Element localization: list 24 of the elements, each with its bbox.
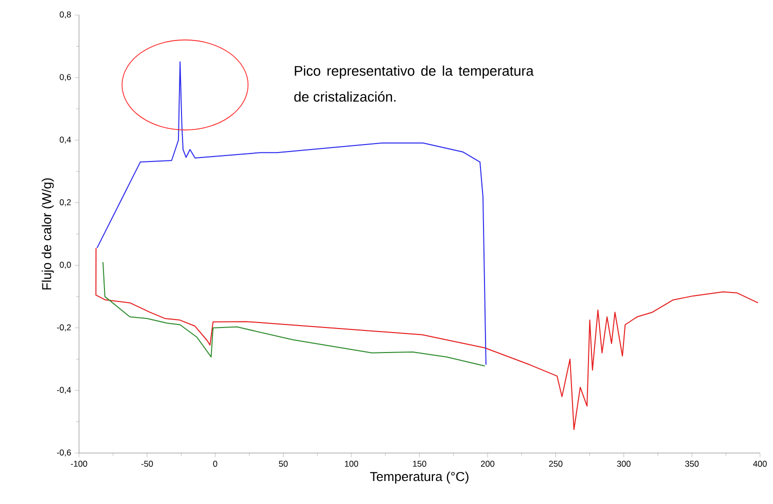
y-tick-label: 0,4	[60, 136, 71, 144]
x-tick-label: 200	[480, 460, 494, 467]
x-tick-label: -100	[70, 460, 88, 467]
y-tick-label: 0,6	[60, 74, 71, 82]
x-tick-label: 100	[344, 460, 358, 467]
y-axis-title: Flujo de calor (W/g)	[42, 178, 54, 290]
x-tick-label: 250	[549, 460, 562, 467]
x-tick-label: 300	[617, 460, 631, 467]
x-tick-label: 50	[278, 460, 288, 467]
x-tick-label: 350	[685, 460, 699, 467]
line-series	[102, 262, 486, 367]
annotation: Pico representativo de la temperatura de cristalización.	[294, 66, 534, 102]
y-tick-label: -0,4	[57, 386, 71, 394]
x-axis-title: Temperatura (°C)	[370, 472, 468, 484]
y-tick-label: 0,2	[60, 199, 71, 206]
x-tick-label: -50	[141, 460, 153, 467]
y-tick-label: 0,8	[60, 12, 71, 18]
y-tick-label: -0,6	[57, 450, 71, 456]
y-tick-label: 0,0	[60, 262, 71, 269]
x-tick-label: 150	[413, 460, 426, 467]
x-tick-label: 400	[753, 460, 767, 467]
line-series	[95, 248, 758, 430]
y-tick-label: -0,2	[57, 324, 71, 332]
x-tick-label: 0	[213, 460, 218, 467]
